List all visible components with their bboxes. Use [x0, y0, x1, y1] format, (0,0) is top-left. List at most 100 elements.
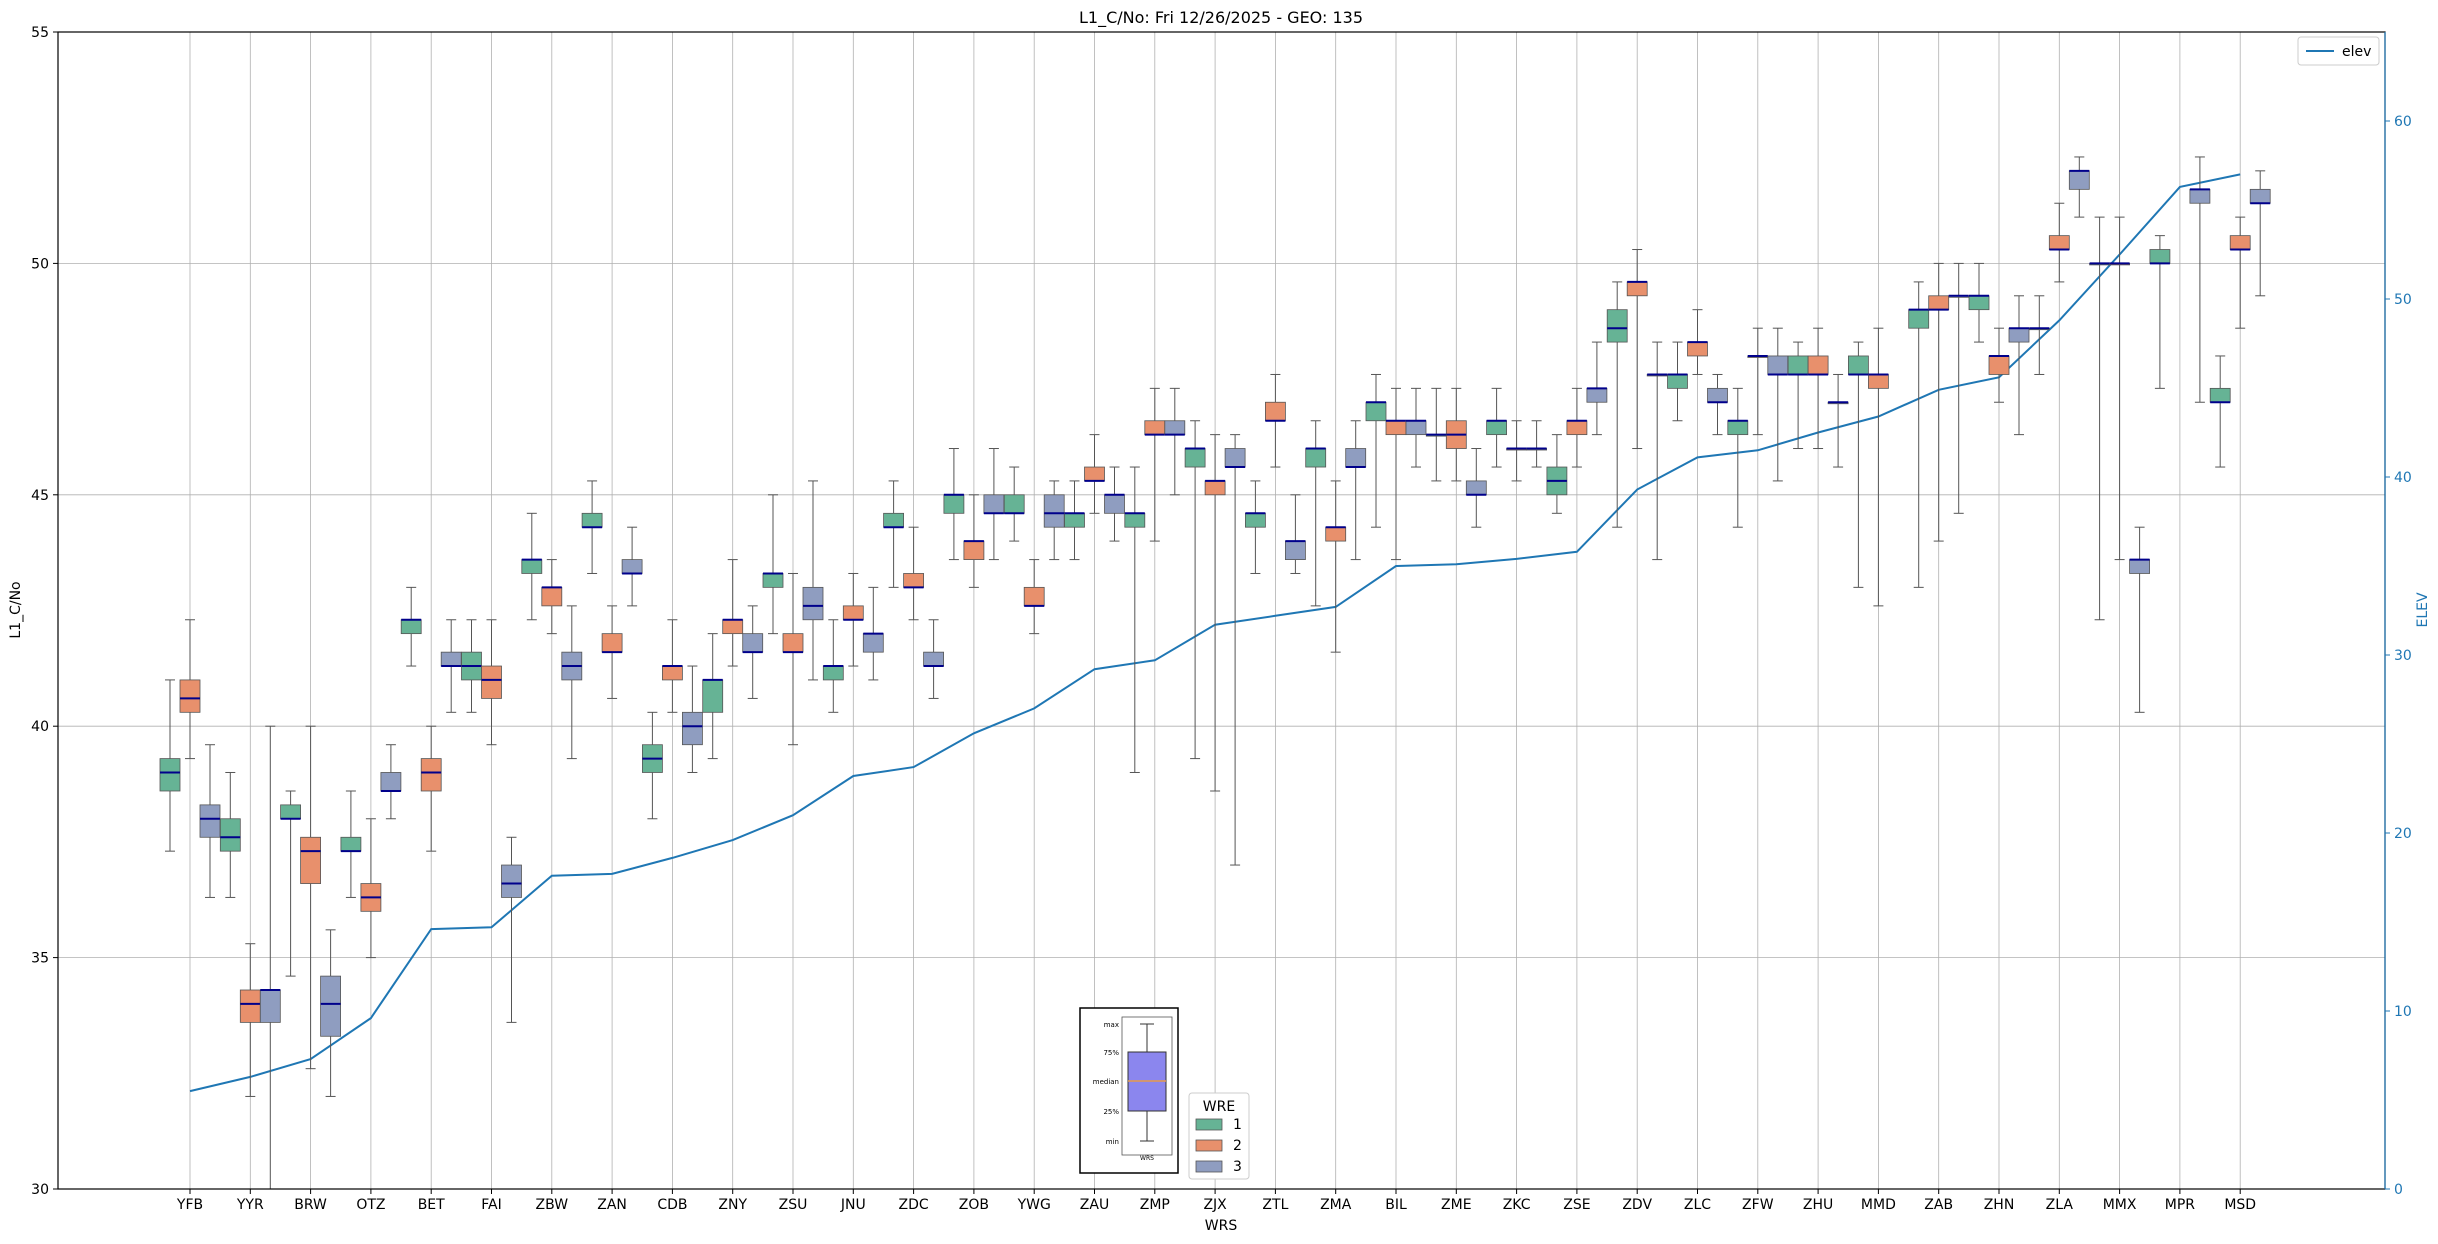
wre-legend-label-1: 1 — [1233, 1117, 1242, 1133]
box-zan-wre3 — [621, 526, 643, 607]
x-tick-label: BRW — [294, 1197, 327, 1213]
box-ywg-wre2 — [1023, 559, 1045, 635]
x-axis-label: WRS — [1205, 1218, 1238, 1234]
box-msd-wre3 — [2249, 170, 2271, 297]
y2-tick-label: 20 — [2394, 826, 2412, 842]
wre-legend-label-2: 2 — [1233, 1138, 1242, 1154]
box-zjx-wre3 — [1224, 434, 1246, 866]
box-zsu-wre1 — [762, 494, 784, 635]
box-iqr — [601, 633, 623, 653]
box-ztl-wre1 — [1245, 480, 1266, 574]
x-tick-label: ZAU — [1080, 1197, 1109, 1213]
x-tick-label: ZTL — [1262, 1197, 1288, 1213]
y-tick-label: 35 — [31, 951, 49, 967]
box-iqr — [1043, 494, 1065, 528]
box-mmd-wre2 — [1868, 327, 1889, 607]
box-zla-wre3 — [2068, 156, 2090, 218]
box-msd-wre2 — [2229, 216, 2251, 329]
box-iqr — [2048, 235, 2070, 250]
box-iqr — [1144, 420, 1166, 436]
box-iqr — [159, 758, 181, 792]
box-iqr — [380, 772, 402, 792]
box-ywg-wre1 — [1003, 466, 1025, 542]
chart-title: L1_C/No: Fri 12/26/2025 - GEO: 135 — [1079, 8, 1363, 28]
box-iqr — [762, 573, 784, 588]
x-tick-label: YWG — [1017, 1197, 1051, 1213]
box-mmx-wre1 — [2089, 216, 2111, 621]
x-tick-label: BET — [418, 1197, 445, 1213]
box-iqr — [1566, 420, 1588, 436]
box-iqr — [219, 818, 241, 852]
box-iqr — [662, 665, 683, 681]
x-tick-label: YYR — [236, 1197, 264, 1213]
y-tick-label: 55 — [31, 25, 49, 41]
box-iqr — [320, 975, 342, 1037]
box-zlc-wre2 — [1687, 309, 1708, 375]
box-iqr — [2129, 559, 2151, 574]
box-yfb-wre1 — [159, 679, 181, 852]
wre-legend-label-3: 3 — [1233, 1159, 1242, 1175]
box-iqr — [1245, 512, 1266, 528]
box-iqr — [1305, 448, 1327, 468]
x-tick-label: ZME — [1441, 1197, 1472, 1213]
box-iqr — [400, 619, 422, 635]
box-iqr — [2008, 327, 2030, 343]
box-cdb-wre1 — [642, 711, 663, 820]
box-iqr — [742, 633, 764, 653]
box-zse-wre1 — [1546, 434, 1568, 514]
x-tick-label: ZDV — [1622, 1197, 1652, 1213]
box-zjx-wre1 — [1184, 420, 1206, 760]
box-zkc-wre1 — [1486, 387, 1507, 468]
box-iqr — [179, 679, 201, 713]
box-iqr — [983, 494, 1005, 514]
x-tick-label: JNU — [840, 1197, 866, 1213]
box-zla-wre1 — [2028, 295, 2050, 375]
x-tick-label: ZMA — [1320, 1197, 1352, 1213]
y-tick-label: 50 — [31, 256, 49, 272]
box-zab-wre1 — [1908, 281, 1930, 588]
box-iqr — [702, 679, 724, 713]
inset-label-q3: 75% — [1103, 1049, 1119, 1057]
box-iqr — [239, 989, 261, 1023]
box-iqr — [923, 651, 944, 667]
axes: YFB YYR BRW OTZ BET FAI ZBW ZAN CDB ZNY ZSU JNU ZDC Z… — [31, 25, 2412, 1213]
box-iqr — [541, 586, 563, 607]
box-zab-wre2 — [1928, 262, 1950, 542]
box-brw-wre3 — [320, 929, 342, 1097]
box-msd-wre1 — [2209, 355, 2231, 468]
box-zlc-wre3 — [1707, 373, 1728, 436]
inset-xlabel: WRS — [1140, 1155, 1154, 1162]
box-iqr — [963, 540, 985, 560]
box-zan-wre1 — [581, 480, 603, 574]
box-iqr — [1124, 512, 1146, 528]
box-fai-wre3 — [501, 836, 522, 1023]
box-zbw-wre3 — [561, 605, 583, 760]
x-tick-label: ZSE — [1563, 1197, 1590, 1213]
box-zan-wre2 — [601, 605, 623, 699]
box-iqr — [420, 758, 442, 792]
box-iqr — [1606, 309, 1628, 343]
box-zmp-wre1 — [1124, 466, 1146, 773]
wre-legend-title: WRE — [1203, 1099, 1235, 1115]
box-zdv-wre2 — [1626, 249, 1648, 450]
box-zma-wre3 — [1345, 420, 1367, 561]
y2-tick-label: 0 — [2394, 1182, 2403, 1198]
x-tick-label: MPR — [2165, 1197, 2196, 1213]
box-zau-wre1 — [1064, 480, 1085, 561]
box-zbw-wre2 — [541, 559, 563, 635]
x-tick-label: ZHN — [1984, 1197, 2015, 1213]
x-tick-label: ZSU — [779, 1197, 808, 1213]
box-iqr — [501, 864, 522, 898]
x-tick-label: ZHU — [1803, 1197, 1833, 1213]
box-iqr — [1687, 341, 1708, 357]
box-fai-wre2 — [481, 619, 502, 746]
x-tick-label: MMD — [1861, 1197, 1896, 1213]
box-iqr — [862, 633, 884, 653]
box-zhn-wre1 — [1968, 262, 1990, 343]
box-brw-wre2 — [300, 725, 322, 1070]
x-tick-label: ZLC — [1684, 1197, 1711, 1213]
box-zau-wre2 — [1084, 434, 1105, 514]
box-zme-wre3 — [1465, 448, 1487, 528]
